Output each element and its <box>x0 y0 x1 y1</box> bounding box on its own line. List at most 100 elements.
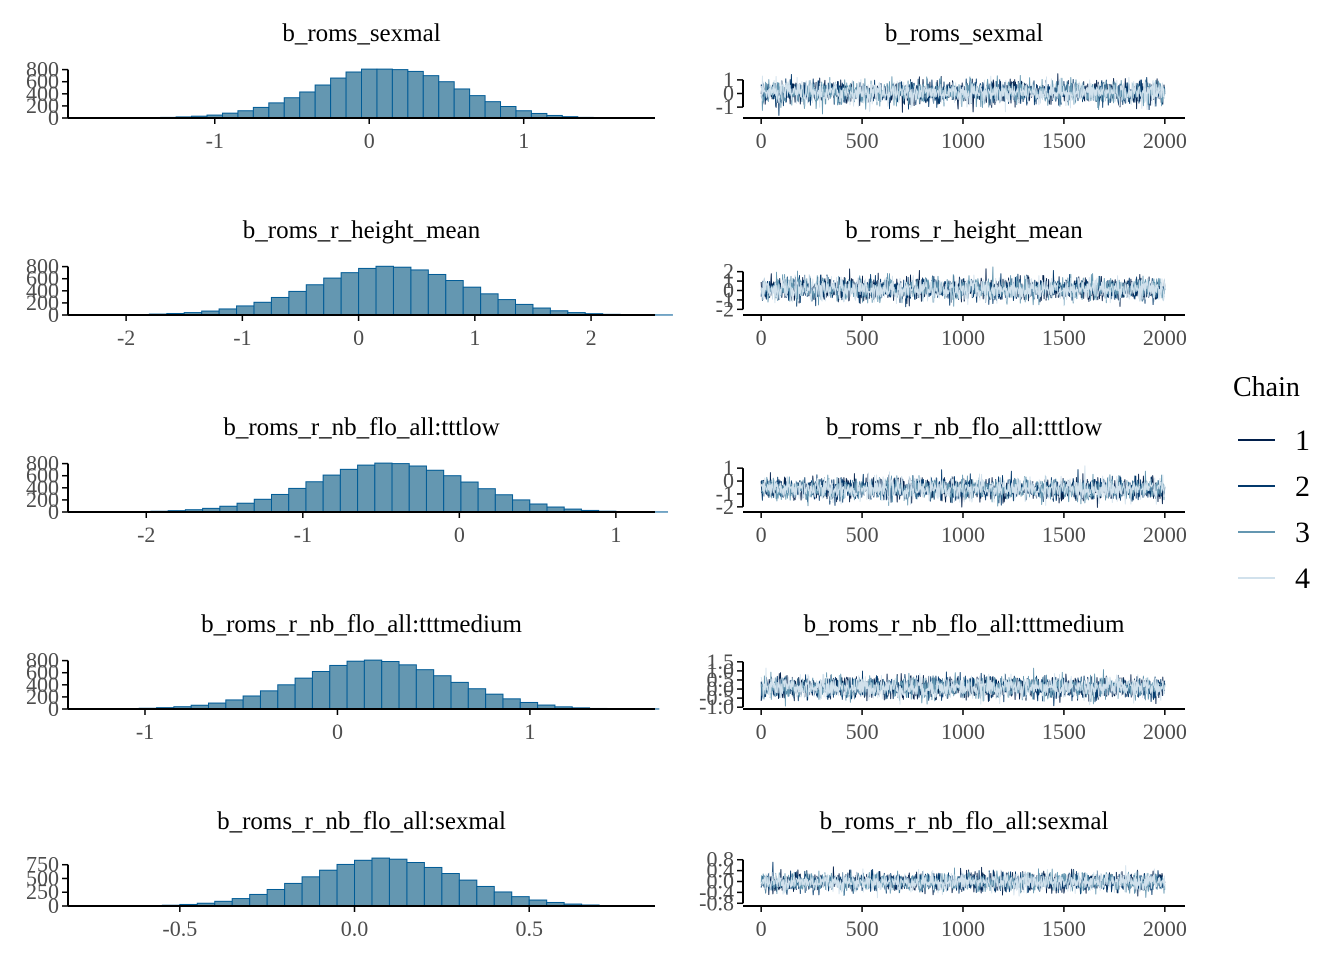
histogram-bar <box>408 465 427 513</box>
y-tick-label: 2 <box>723 259 734 284</box>
histogram-bar <box>288 290 307 316</box>
histogram-bar <box>398 664 417 710</box>
panel-9: b_roms_r_nb_flo_all:sexmal 0 500 1000 1500 20… <box>699 808 1187 941</box>
y-tick-label: 600 <box>26 660 59 685</box>
histogram-bar <box>294 677 313 710</box>
x-tick-label: 500 <box>846 522 879 547</box>
legend-item-4: 4 <box>1238 562 1310 595</box>
x-tick-label: 0 <box>756 916 767 941</box>
y-tick-label: 0 <box>48 893 59 918</box>
x-tick-label: 2000 <box>1143 522 1187 547</box>
histogram-bar <box>299 91 316 119</box>
x-tick-label: 1000 <box>941 719 985 744</box>
panel-title: b_roms_r_nb_flo_all:tttmedium <box>804 611 1125 638</box>
histogram-bars <box>109 857 653 907</box>
y-tick-label: -1 <box>716 287 734 312</box>
y-tick-label: 0 <box>48 302 59 327</box>
histogram-bar <box>376 68 393 119</box>
legend-label-4: 4 <box>1295 562 1310 595</box>
histogram-bar <box>515 110 532 119</box>
x-tick-label: 0 <box>454 522 465 547</box>
histogram-bar <box>330 77 347 119</box>
histogram-bar <box>288 487 307 513</box>
histogram-bar <box>319 869 338 907</box>
x-tick-label: 0 <box>756 719 767 744</box>
x-tick-label: 500 <box>846 719 879 744</box>
x-tick-label: 1 <box>518 128 529 153</box>
x-tick-label: 1000 <box>941 916 985 941</box>
histogram-bar <box>236 305 255 316</box>
histogram-bar <box>512 499 531 513</box>
x-tick-label: 1 <box>610 522 621 547</box>
trace-chain-4 <box>760 75 1166 113</box>
panels: b_roms_sexmal-1 0 10200400600800b_roms_sex… <box>26 20 1187 941</box>
panel-title: b_roms_sexmal <box>885 20 1043 47</box>
y-tick-label: 750 <box>26 852 59 877</box>
legend-label-2: 2 <box>1295 470 1310 503</box>
histogram-bar <box>340 272 360 316</box>
y-tick-label: 800 <box>26 451 59 476</box>
histogram-bar <box>305 481 324 513</box>
x-tick-label: 1 <box>524 719 535 744</box>
x-tick-label: 0 <box>364 128 375 153</box>
histogram-bar <box>323 277 342 316</box>
histogram-bar <box>415 669 435 710</box>
x-tick-label: 1500 <box>1042 522 1086 547</box>
histogram-bar <box>252 106 270 119</box>
histogram-bar <box>253 498 272 513</box>
histogram-bar <box>277 684 296 710</box>
panel-3: b_roms_r_height_mean 0 500 1000 1500 2000 -2-1… <box>716 217 1187 350</box>
x-tick-label: 0.0 <box>341 916 369 941</box>
y-tick-label: -0.8 <box>699 890 734 915</box>
histogram-bar <box>322 474 341 513</box>
histogram-bar <box>391 463 410 513</box>
legend-label-3: 3 <box>1295 516 1310 549</box>
histogram-bar <box>500 106 517 119</box>
histogram-bar <box>529 503 548 513</box>
y-tick-label: -0.4 <box>699 879 734 904</box>
histogram-bars <box>98 68 641 119</box>
histogram-bar <box>268 102 285 119</box>
panel-7: b_roms_r_nb_flo_all:tttmedium 0 500 1000 150… <box>699 611 1187 744</box>
histogram-bar <box>477 488 496 513</box>
histogram-bar <box>467 688 487 710</box>
histogram-bar <box>388 858 408 907</box>
trace-lines <box>760 73 1166 116</box>
histogram-bar <box>336 863 356 907</box>
y-tick-label: 0 <box>48 499 59 524</box>
legend-label-1: 1 <box>1295 424 1310 457</box>
histogram-bar <box>346 660 365 710</box>
histogram-bar <box>502 698 521 710</box>
panel-title: b_roms_sexmal <box>282 20 440 47</box>
y-tick-label: 200 <box>26 290 59 315</box>
x-tick-label: 2000 <box>1143 719 1187 744</box>
histogram-bar <box>339 468 359 513</box>
y-tick-label: 1.0 <box>707 658 735 683</box>
histogram-bar <box>443 475 462 513</box>
trace-lines <box>760 266 1166 308</box>
y-tick-label: -2 <box>716 296 734 321</box>
y-tick-label: 800 <box>26 254 59 279</box>
y-tick-label: 0.0 <box>707 869 735 894</box>
x-tick-label: 1000 <box>941 128 985 153</box>
legend-item-1: 1 <box>1238 424 1310 457</box>
y-tick-label: 1 <box>723 268 734 293</box>
y-tick-label: -2 <box>716 494 734 519</box>
histogram-bars <box>98 462 669 513</box>
histogram-bar <box>381 661 400 710</box>
legend-title: Chain <box>1233 372 1300 403</box>
x-tick-label: 1000 <box>941 522 985 547</box>
histogram-bar <box>371 857 390 907</box>
histogram-bar <box>301 876 321 907</box>
histogram-bar <box>237 110 254 119</box>
y-tick-label: 600 <box>26 266 59 291</box>
panel-title: b_roms_r_nb_flo_all:tttmedium <box>201 611 522 638</box>
histogram-bar <box>422 75 440 119</box>
histogram-bar <box>345 71 363 119</box>
y-tick-label: 400 <box>26 278 59 303</box>
histogram-bar <box>253 301 272 316</box>
histogram-bar <box>311 670 331 710</box>
y-tick-label: -1.0 <box>699 694 734 719</box>
